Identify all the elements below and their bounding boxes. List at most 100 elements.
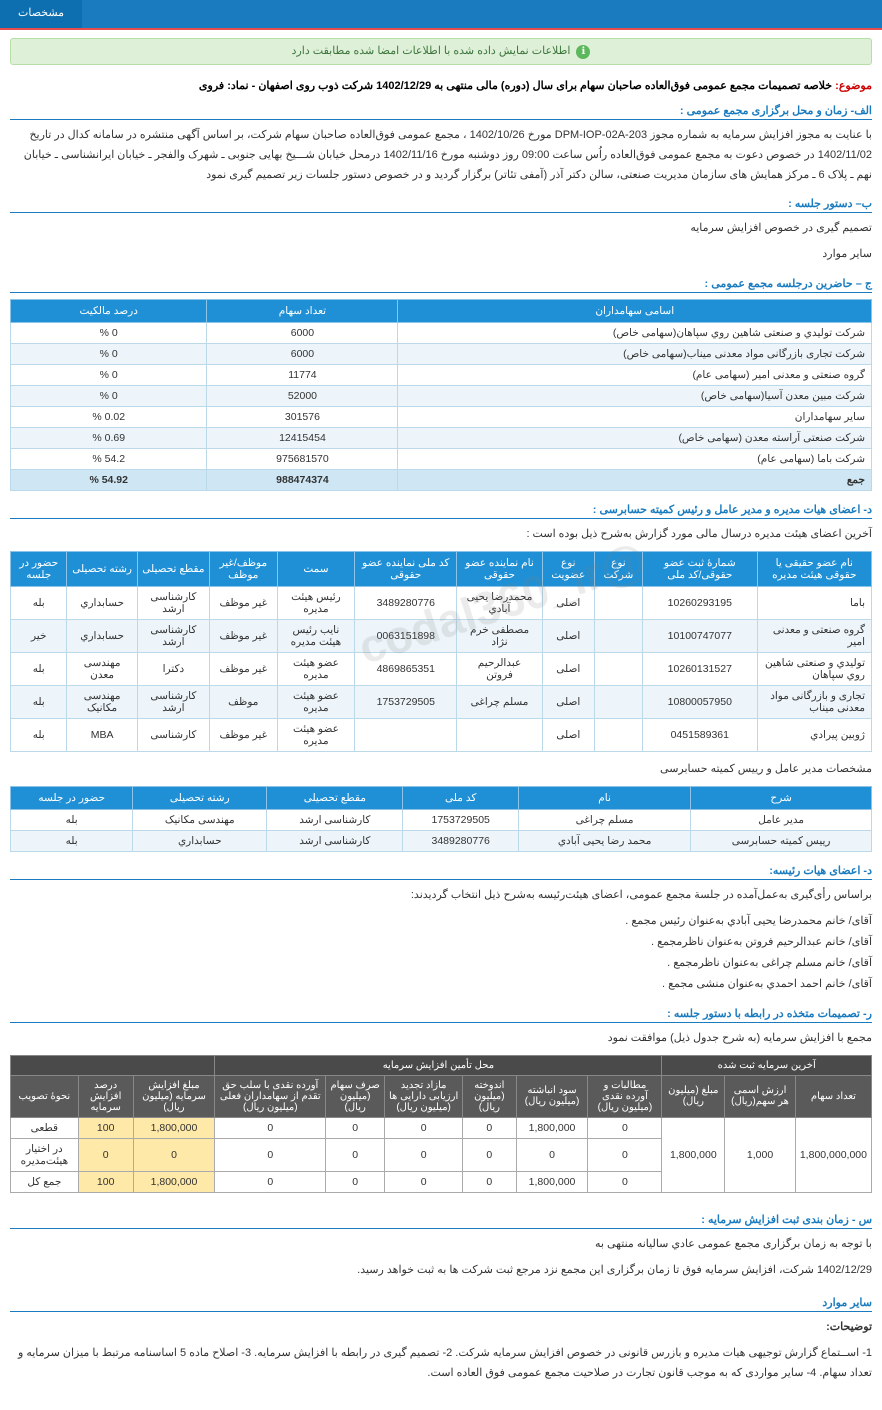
cell: ژوبین پیرادي [757, 718, 871, 751]
cell: شرکت تولیدي و صنعتی شاهین روي سپاهان(سها… [398, 322, 872, 343]
col-header: شمارۀ ثبت عضو حقوقی/کد ملی [642, 551, 757, 586]
capital-increase-table: آخرین سرمایه ثبت شده محل تأمین افزایش سر… [10, 1055, 872, 1193]
col-header: شرح [691, 786, 872, 809]
list-item: آقای/ خانم محمدرضا یحیی آبادي به‌عنوان ر… [10, 911, 872, 932]
cell: 10260293195 [642, 586, 757, 619]
tab-specs[interactable]: مشخصات [0, 0, 82, 28]
sec-c-title: ج – حاضرین درجلسه مجمع عمومی : [10, 277, 872, 293]
col-header: نام [518, 786, 690, 809]
cell: بله [11, 809, 133, 830]
sec-g-l1: با توجه به زمان برگزاری مجمع عمومی عادي … [10, 1235, 872, 1255]
sum-cell: جمع [398, 469, 872, 490]
cell: 1,800,000 [516, 1117, 588, 1138]
presidium-list: آقای/ خانم محمدرضا یحیی آبادي به‌عنوان ر… [10, 911, 872, 995]
cell: 0451589361 [642, 718, 757, 751]
sec-other-title: سایر موارد [10, 1296, 872, 1312]
cell: موظف [209, 685, 277, 718]
cell: 0 % [11, 385, 207, 406]
col-header: نحوۀ تصویب [11, 1075, 79, 1117]
cell: حسابداري [67, 619, 137, 652]
match-alert: اطلاعات نمایش داده شده با اطلاعات امضا ش… [10, 38, 872, 65]
cell: 0.02 % [11, 406, 207, 427]
col-header: حضور در جلسه [11, 786, 133, 809]
cell: در اختیار هیئت‌مدیره [11, 1138, 79, 1171]
cell: 0 [516, 1138, 588, 1171]
col-header: نوع عضویت [542, 551, 594, 586]
cell: 0 [588, 1171, 662, 1192]
cell: 0 [463, 1117, 516, 1138]
cell [594, 652, 642, 685]
cell: اصلی [542, 685, 594, 718]
cell: 0 % [11, 322, 207, 343]
cell: 301576 [207, 406, 398, 427]
col-header: نام عضو حقیقی یا حقوقی هیئت مدیره [757, 551, 871, 586]
cell: 1753729505 [403, 809, 519, 830]
col-header: تعداد سهام [207, 299, 398, 322]
cell: محمد رضا یحیی آبادي [518, 830, 690, 851]
cell: رییس کمیته حسابرسی [691, 830, 872, 851]
col-header: ارزش اسمی هر سهم(ریال) [725, 1075, 796, 1117]
cell: عضو هیئت مدیره [277, 685, 355, 718]
cell: رئیس هیئت مدیره [277, 586, 355, 619]
cell: 0 [588, 1117, 662, 1138]
cell: گروه صنعتی و معدنی امیر (سهامی عام) [398, 364, 872, 385]
shareholders-table: اسامی سهامدارانتعداد سهامدرصد مالکیت شرک… [10, 299, 872, 491]
col-header: حضور در جلسه [11, 551, 67, 586]
cell [457, 718, 542, 751]
cell: بله [11, 586, 67, 619]
cell: اصلی [542, 718, 594, 751]
sum-cell: 54.92 % [11, 469, 207, 490]
cell: اصلی [542, 652, 594, 685]
col-header: رشته تحصیلی [133, 786, 267, 809]
sec-b-title: ب– دستور جلسه : [10, 197, 872, 213]
cell: بله [11, 830, 133, 851]
sec-f-lead: مجمع با افزایش سرمایه (به شرح جدول ذیل) … [10, 1029, 872, 1049]
board-table: نام عضو حقیقی یا حقوقی هیئت مدیرهشمارۀ ث… [10, 551, 872, 752]
sec-a-body: با عنایت به مجوز افزایش سرمایه به شماره … [10, 126, 872, 185]
sec-f-title: ر- تصمیمات متخذه در رابطه با دستور جلسه … [10, 1007, 872, 1023]
cell: 1,000 [725, 1117, 796, 1192]
cell: عبدالرحیم فروتن [457, 652, 542, 685]
cell: 1,800,000 [516, 1171, 588, 1192]
cell: مهندسی معدن [67, 652, 137, 685]
cell: مدیر عامل [691, 809, 872, 830]
cell [594, 586, 642, 619]
cell: خیر [11, 619, 67, 652]
cell: بله [11, 718, 67, 751]
cell: عضو هیئت مدیره [277, 718, 355, 751]
cell: غیر موظف [209, 652, 277, 685]
cell: مسلم چراغی [457, 685, 542, 718]
cap-top1: آخرین سرمایه ثبت شده [662, 1055, 872, 1075]
cell: باما [757, 586, 871, 619]
col-header: مبلغ (میلیون ریال) [662, 1075, 725, 1117]
cell: محمدرضا یحیی آبادي [457, 586, 542, 619]
subject-prefix: موضوع: [835, 80, 872, 92]
list-item: آقای/ خانم عبدالرحیم فروتن به‌عنوان ناظر… [10, 932, 872, 953]
sec-other-sub: توضیحات: [10, 1318, 872, 1338]
cell: 6000 [207, 322, 398, 343]
cell: 54.2 % [11, 448, 207, 469]
col-header: صرف سهام (میلیون ریال) [326, 1075, 385, 1117]
col-header: اندوخته (میلیون ریال) [463, 1075, 516, 1117]
col-header: نوع شرکت [594, 551, 642, 586]
sec-d-lead: آخرین اعضای هیئت مدیره درسال مالی مورد گ… [10, 525, 872, 545]
cell: شرکت تجاری بازرگانی مواد معدنی میناب(سها… [398, 343, 872, 364]
cell: MBA [67, 718, 137, 751]
col-header: آورده نقدی با سلب حق تقدم از سهامداران ف… [215, 1075, 326, 1117]
cell: مهندسی مکانیک [67, 685, 137, 718]
cell: 0 [385, 1171, 463, 1192]
col-header: مبلغ افزایش سرمایه (میلیون ریال) [133, 1075, 215, 1117]
cell: 975681570 [207, 448, 398, 469]
cell: 0 [215, 1117, 326, 1138]
cell: مهندسی مکانیک [133, 809, 267, 830]
cell: 0 [326, 1171, 385, 1192]
cell: حسابداري [133, 830, 267, 851]
cell: 3489280776 [355, 586, 457, 619]
cell: دکترا [137, 652, 209, 685]
sum-cell: 988474374 [207, 469, 398, 490]
subject: موضوع: خلاصه تصمیمات مجمع عمومی فوق‌العا… [10, 79, 872, 92]
sec-d-title: د- اعضای هیات مدیره و مدیر عامل و رئیس ک… [10, 503, 872, 519]
cell: 100 [78, 1117, 133, 1138]
cell [594, 718, 642, 751]
col-header: تعداد سهام [795, 1075, 871, 1117]
